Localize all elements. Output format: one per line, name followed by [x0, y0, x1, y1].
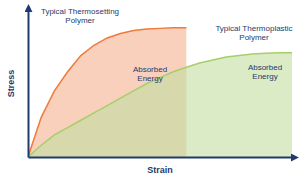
x-axis-line: [29, 157, 293, 159]
curve: [28, 53, 292, 157]
y-axis-title: Stress: [6, 70, 16, 98]
plot-area: [28, 28, 292, 157]
x-axis: [29, 157, 293, 158]
x-axis-title: Strain: [147, 165, 173, 175]
area-fill: [28, 53, 292, 157]
series-label: Typical ThermoplasticPolymer: [215, 24, 292, 42]
annotation: AbsorbedEnergy: [133, 65, 167, 83]
chart: Strain Stress Typical ThermosettingPolymer…: [0, 0, 300, 180]
y-axis-line: [28, 11, 30, 158]
annotation: AbsorbedEnergy: [248, 63, 282, 81]
y-axis: [28, 11, 29, 158]
series-label: Typical ThermosettingPolymer: [41, 7, 119, 25]
